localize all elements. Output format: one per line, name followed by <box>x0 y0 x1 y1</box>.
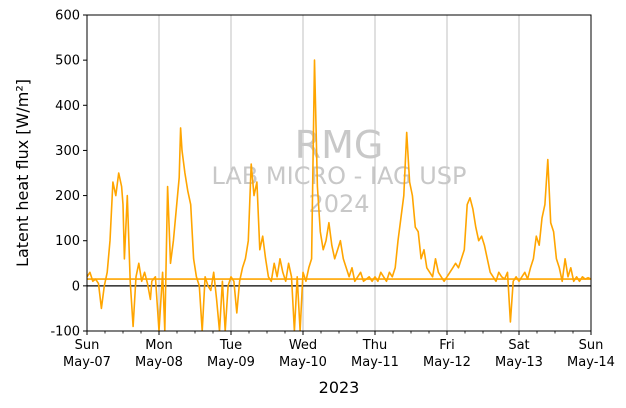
x-tick-label-day: Sun <box>579 338 604 353</box>
y-axis-title: Latent heat flux [W/m²] <box>13 79 32 267</box>
series-line-0 <box>87 59 591 331</box>
x-tick-label-day: Sun <box>75 338 100 353</box>
x-axis: Sun May-07 Mon May-08 Tue May-09 Wed May-10 Thu M… <box>63 331 615 370</box>
x-tick-label-date: May-12 <box>423 355 471 370</box>
x-tick-label-day: Mon <box>145 338 172 353</box>
x-tick-label-date: May-14 <box>567 355 615 370</box>
series-group <box>87 59 591 331</box>
x-tick-label-date: May-10 <box>279 355 327 370</box>
x-tick-label-date: May-13 <box>495 355 543 370</box>
x-axis-title: 2023 <box>319 378 360 397</box>
x-tick-label-day: Thu <box>362 338 387 353</box>
y-tick-label: 200 <box>55 189 80 204</box>
y-tick-label: 500 <box>55 54 80 69</box>
y-tick-label: -100 <box>50 325 80 340</box>
watermark-line-2: LAB MICRO - IAG USP <box>211 162 466 190</box>
x-tick-label-day: Sat <box>508 338 529 353</box>
x-tick-label-day: Tue <box>219 338 242 353</box>
x-tick-label-day: Fri <box>439 338 455 353</box>
y-tick-label: 600 <box>55 9 80 24</box>
x-tick-label-day: Wed <box>289 338 317 353</box>
x-tick-label-date: May-11 <box>351 355 399 370</box>
x-tick-label-date: May-08 <box>135 355 183 370</box>
y-tick-label: 0 <box>72 279 80 294</box>
y-tick-label: 300 <box>55 144 80 159</box>
watermark-line-1: RMG <box>295 123 384 167</box>
y-axis: -100 0 100 200 300 400 500 600 <box>50 9 87 340</box>
y-tick-label: 400 <box>55 99 80 114</box>
watermark: RMG LAB MICRO - IAG USP 2024 <box>211 123 466 218</box>
x-tick-label-date: May-09 <box>207 355 255 370</box>
y-tick-label: 100 <box>55 234 80 249</box>
x-tick-label-date: May-07 <box>63 355 111 370</box>
